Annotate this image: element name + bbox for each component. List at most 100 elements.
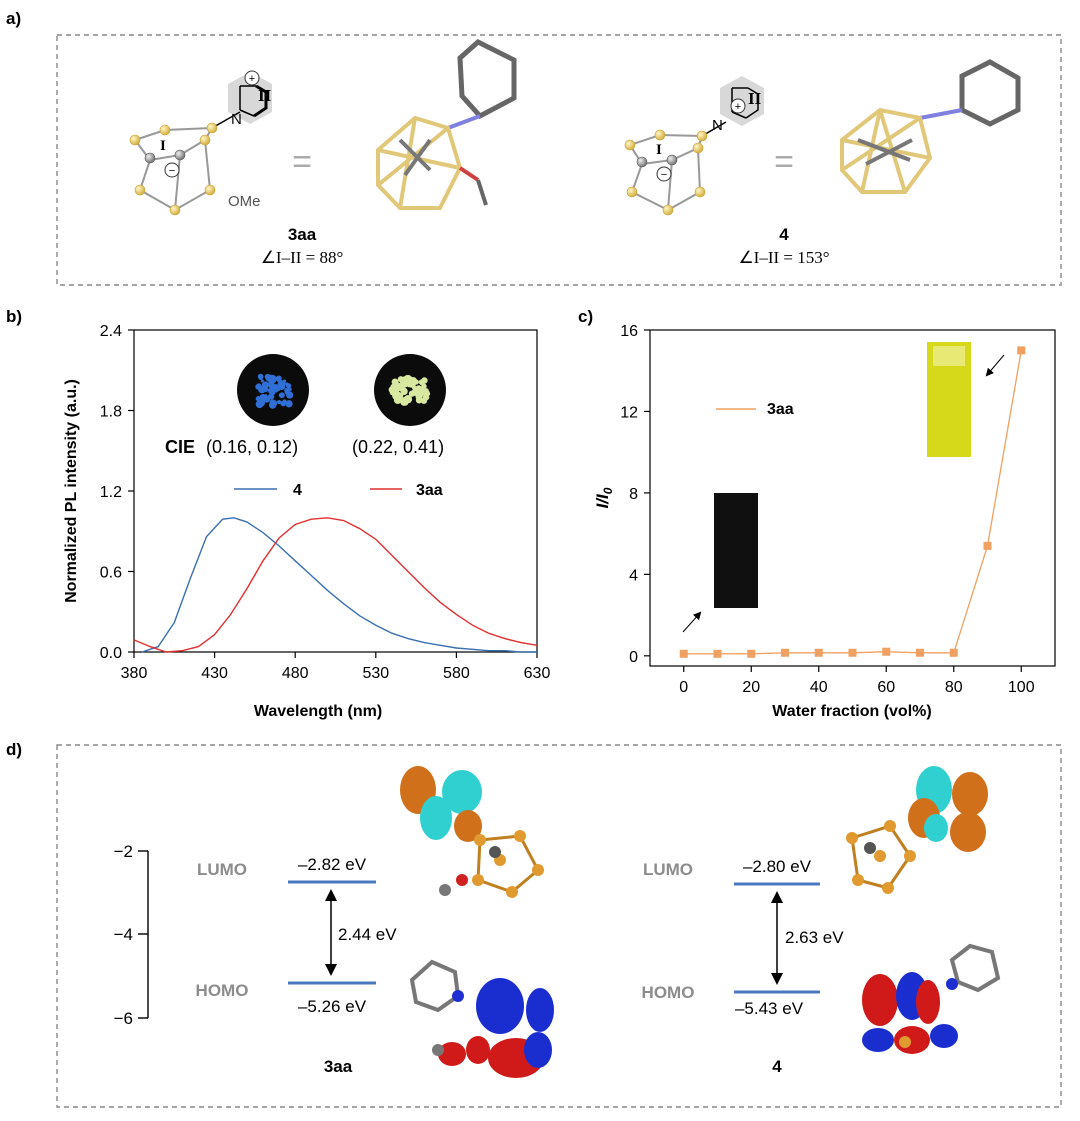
compound-4-name: 4 (779, 225, 789, 244)
legend-label-4: 4 (293, 482, 302, 499)
pl-spectrum-chart: CIE (0.16, 0.12) (0.22, 0.41) 4 3aa Wave… (63, 323, 550, 720)
energy-axis: −2 −4 −6 (114, 842, 149, 1028)
speck (400, 397, 409, 406)
panel-d-frame (56, 744, 1062, 1108)
lumo-orbital-4 (846, 766, 988, 894)
crystal-structure-3aa (376, 39, 517, 210)
data-point (949, 648, 958, 657)
x-tick-label: 100 (1008, 679, 1035, 696)
y-tick-label: 12 (620, 404, 638, 421)
x-tick-label: 530 (362, 665, 389, 682)
cie-value-4: (0.16, 0.12) (206, 437, 298, 457)
x-tick-label: 630 (524, 665, 551, 682)
homo-orbital-4 (862, 943, 1001, 1054)
speck (277, 382, 286, 390)
legend-label-c: 3aa (767, 401, 794, 418)
speck (255, 396, 261, 402)
plus-charge-right: + (735, 101, 741, 113)
lumo-energy-left: –2.82 eV (298, 855, 367, 874)
angle-3aa: ∠I–II = 88° (261, 248, 344, 267)
speck (278, 393, 284, 398)
y-tick-label: 16 (620, 323, 638, 340)
ring-label-left: II (258, 86, 272, 105)
speck (413, 387, 419, 393)
compound-label-3aa: 3aa (324, 1057, 353, 1076)
speck (282, 379, 287, 383)
speck (277, 400, 282, 405)
series-line-3aa (133, 517, 538, 653)
lumo-label-right: LUMO (643, 860, 693, 879)
data-point (781, 648, 789, 657)
speck (258, 399, 266, 407)
panel-c-label: c) (578, 307, 593, 326)
minus-charge-left: − (169, 165, 175, 177)
speck (285, 382, 289, 386)
homo-energy-right: –5.43 eV (735, 999, 804, 1018)
speck (389, 390, 395, 396)
y-tick-label: 8 (629, 486, 638, 503)
y-tick-label: 1.8 (100, 404, 122, 421)
speck (264, 373, 271, 380)
speck (258, 376, 263, 381)
homo-orbital-3aa (409, 959, 554, 1078)
ome-label: OMe (228, 193, 261, 210)
lumo-orbital-3aa (400, 766, 544, 898)
speck (260, 379, 264, 383)
speck (423, 389, 430, 396)
x-axis-title-c: Water fraction (vol%) (772, 703, 931, 720)
speck (415, 396, 423, 404)
x-tick-label: 580 (443, 665, 470, 682)
cie-label: CIE (165, 437, 195, 457)
speck (268, 387, 275, 395)
homo-energy-left: –5.26 eV (298, 997, 367, 1016)
x-tick-label: 480 (282, 665, 309, 682)
y-tick-label: 4 (629, 567, 638, 584)
homo-label-right: HOMO (642, 983, 695, 1002)
speck (421, 383, 427, 390)
vial-dark-photo (714, 493, 758, 608)
x-tick-label: 80 (945, 679, 963, 696)
structure-4-drawing: − + N II I (624, 76, 764, 216)
structure-3aa-drawing: − + N II I OMe (129, 70, 272, 216)
equals-sign-right: = (774, 143, 794, 181)
speck (393, 396, 402, 404)
minus-charge-right: − (661, 169, 667, 181)
data-point (983, 541, 992, 550)
energy-tick-6: −6 (114, 1009, 133, 1028)
green-emission-sample (388, 374, 431, 406)
plot-frame-c (649, 329, 1056, 667)
speck (286, 391, 294, 399)
orbital-diagram-3aa: LUMO HOMO –2.82 eV –5.26 eV 2.44 eV 3aa (196, 855, 398, 1076)
arrow-dark-vial (682, 611, 702, 633)
speck (408, 379, 417, 387)
angle-4: ∠I–II = 153° (738, 248, 829, 267)
y-axis-title-c-text: I/I (593, 493, 612, 508)
plot-frame-b (133, 329, 538, 653)
energy-tick-4: −4 (114, 925, 133, 944)
legend-label-3aa: 3aa (416, 482, 443, 499)
y-tick-label: 0.6 (100, 565, 122, 582)
equals-sign-left: = (292, 143, 312, 181)
speck (268, 401, 277, 409)
compound-3aa-name: 3aa (288, 225, 317, 244)
lumo-energy-right: –2.80 eV (743, 857, 812, 876)
atom-n-left: N (231, 111, 242, 128)
blue-emission-sample (255, 373, 294, 409)
speck (255, 383, 262, 390)
y-tick-label: 1.2 (100, 484, 122, 501)
atom-n-right: N (712, 117, 723, 134)
energy-tick-2: −2 (114, 842, 133, 861)
data-point (882, 647, 891, 656)
compound-label-4: 4 (772, 1057, 782, 1076)
cage-label-left: I (160, 138, 166, 154)
data-point (916, 648, 924, 657)
speck (285, 400, 293, 408)
panel-a-label: a) (6, 9, 21, 28)
lumo-label-left: LUMO (197, 860, 247, 879)
orbital-diagram-4: LUMO HOMO –2.80 eV –5.43 eV 2.63 eV 4 (642, 857, 845, 1076)
x-tick-label: 380 (121, 665, 148, 682)
gap-value-right: 2.63 eV (785, 928, 844, 947)
speck (258, 387, 265, 393)
data-point (679, 649, 688, 658)
